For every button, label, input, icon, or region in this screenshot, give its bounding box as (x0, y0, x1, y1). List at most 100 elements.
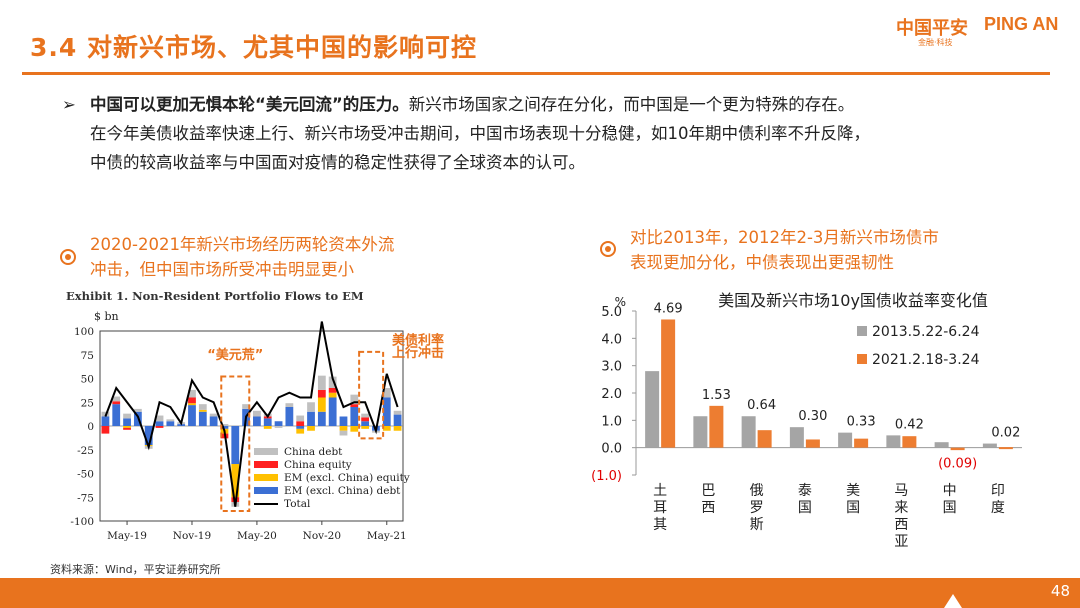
annotation-dollar-shortage: “美元荒” (207, 347, 263, 363)
left-x-tick-label: May-20 (237, 530, 277, 542)
yield-y-tick-label: (1.0) (591, 469, 622, 484)
flow-bar-china-equity (112, 401, 121, 405)
yield-y-tick-label: 1.0 (601, 414, 622, 429)
flow-bar-em-excl-china-debt (382, 397, 391, 426)
callout-left-line-1: 2020-2021年新兴市场经历两轮资本外流 (90, 235, 395, 254)
legend-label-2021: 2021.2.18-3.24 (872, 352, 980, 368)
flow-bar-china-debt (317, 375, 326, 390)
callout-left-line-2: 冲击，但中国市场所受冲击明显更小 (90, 260, 354, 279)
flow-bar-china-equity (296, 421, 305, 426)
left-y-tick-label: -25 (77, 445, 94, 457)
yield-category-label-char: 马 (894, 483, 908, 499)
flow-bar-em-excl-china-debt (263, 418, 272, 426)
yield-category-label-char: 耳 (653, 500, 667, 516)
flow-bar-china-debt (253, 410, 261, 417)
left-y-axis-label: $ bn (94, 310, 119, 323)
flow-bar-em-excl-china-debt (307, 411, 315, 426)
yield-bar-2013 (934, 442, 949, 448)
yield-y-tick-label: 2.0 (601, 387, 622, 402)
annotation-treasury-line-2: 上行冲击 (392, 345, 444, 361)
yield-category-label-char: 来 (894, 500, 908, 516)
legend-swatch (254, 448, 278, 455)
yield-category-label-char: 国 (798, 500, 812, 516)
flow-bar-em-excl-china-equity (307, 426, 315, 431)
flow-bar-china-debt (242, 404, 250, 409)
yield-category-label-char: 俄 (750, 483, 764, 499)
flow-bar-china-equity (350, 404, 359, 407)
flow-bar-em-excl-china-equity (198, 409, 207, 412)
left-y-tick-label: 50 (81, 374, 94, 386)
yield-bar-2021 (902, 436, 917, 448)
target-icon-left (60, 249, 76, 265)
bullet-line-2: 在今年美债收益率快速上行、新兴市场受冲击期间，中国市场表现十分稳健，如10年期中… (90, 124, 870, 143)
flow-bar-china-equity (155, 426, 164, 428)
flow-bar-em-excl-china-debt (123, 418, 131, 426)
flow-bar-em-excl-china-debt (188, 405, 196, 426)
flow-bar-china-debt (393, 410, 402, 415)
flow-bar-em-excl-china-debt (166, 421, 175, 426)
bullet-arrow-icon: ➢ (62, 95, 76, 114)
left-x-tick-label: May-21 (367, 530, 407, 542)
yield-data-label: (0.09) (938, 457, 977, 472)
yield-category-label-char: 国 (943, 500, 957, 516)
flow-bar-em-excl-china-equity (317, 397, 326, 412)
flow-bar-em-excl-china-debt (177, 424, 186, 426)
legend-label: China equity (284, 459, 352, 471)
flow-bar-china-equity (361, 417, 370, 422)
flow-bar-em-excl-china-equity (350, 426, 359, 432)
yield-y-tick-label: 3.0 (601, 360, 622, 375)
pyramid-icon (944, 594, 962, 608)
flow-bar-em-excl-china-debt (274, 421, 283, 426)
flow-bar-china-debt (220, 424, 229, 426)
left-y-tick-label: 100 (74, 326, 94, 338)
yield-bar-2013 (886, 435, 901, 448)
flow-bar-china-debt (339, 430, 348, 436)
yield-y-unit: % (615, 295, 626, 309)
flow-bar-em-excl-china-debt (101, 416, 110, 426)
left-x-tick-label: Nov-20 (303, 530, 341, 542)
yield-category-label-char: 亚 (894, 534, 908, 550)
flow-bar-china-debt (155, 415, 164, 422)
flow-bar-em-excl-china-equity (328, 392, 337, 398)
flow-bar-em-excl-china-debt (296, 426, 305, 429)
flow-bar-china-debt (188, 389, 196, 398)
flow-bar-em-excl-china-debt (393, 414, 402, 426)
yield-category-label-char: 中 (943, 483, 957, 499)
yield-data-label: 4.69 (654, 301, 683, 316)
yield-bar-2021 (998, 447, 1013, 450)
legend-label: Total (284, 498, 311, 510)
page-number: 48 (1050, 582, 1070, 600)
yield-category-label-char: 土 (653, 483, 667, 499)
flow-bar-em-excl-china-equity (361, 426, 370, 429)
legend-swatch (254, 461, 278, 468)
flow-bar-china-debt (328, 376, 337, 388)
total-flow-line (104, 321, 399, 507)
yield-data-label: 0.33 (847, 415, 876, 430)
callout-right: 对比2013年，2012年2-3月新兴市场债市 表现更加分化，中债表现出更强韧性 (630, 225, 939, 275)
ping-an-logo: 中国平安 PING AN 金融·科技 (896, 14, 1071, 50)
callout-right-line-2: 表现更加分化，中债表现出更强韧性 (630, 253, 894, 272)
flow-bar-em-excl-china-debt (350, 407, 359, 426)
legend-swatch-2021 (857, 354, 867, 364)
left-y-tick-label: 75 (81, 350, 94, 362)
yield-bar-2013 (838, 432, 853, 448)
left-x-tick-label: May-19 (107, 530, 147, 542)
yield-bar-2021 (661, 319, 676, 448)
flow-bar-em-excl-china-debt (328, 397, 337, 426)
flow-bar-em-excl-china-equity (382, 426, 391, 431)
flow-bar-em-excl-china-debt (112, 404, 121, 426)
flow-bar-em-excl-china-equity (123, 426, 131, 428)
left-y-tick-label: 0 (87, 421, 94, 433)
left-y-tick-label: -75 (77, 492, 94, 504)
flow-bar-em-excl-china-debt (155, 421, 164, 426)
yield-data-label: 0.30 (798, 409, 827, 424)
flow-bar-china-debt (133, 408, 142, 412)
legend-swatch (254, 474, 278, 481)
target-icon-right (600, 241, 616, 257)
yield-category-label-char: 国 (846, 500, 860, 516)
left-y-tick-label: -50 (77, 469, 94, 481)
flow-bar-china-debt (350, 394, 359, 405)
left-y-tick-label: 25 (81, 397, 94, 409)
